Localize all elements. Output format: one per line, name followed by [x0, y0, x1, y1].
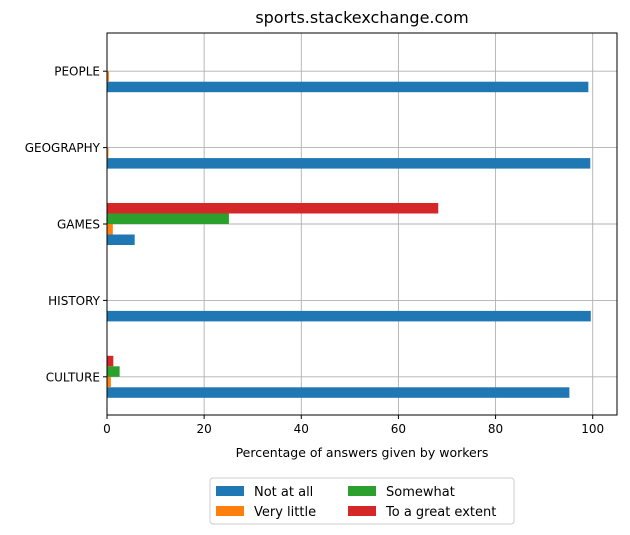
grid-lines	[106, 33, 617, 415]
y-ticks: CULTURE HISTORY GAMES GEOGRAPHY PEOPLE	[25, 65, 107, 384]
y-tick-label: PEOPLE	[54, 65, 100, 79]
y-tick-label: GEOGRAPHY	[25, 141, 101, 155]
y-tick-label: CULTURE	[46, 370, 100, 384]
legend-swatch	[216, 486, 244, 496]
bar-culture-2	[107, 376, 111, 388]
bar-games-4	[107, 203, 439, 214]
legend-label: Somewhat	[386, 485, 455, 500]
legend-label: Not at all	[254, 485, 313, 500]
bar-culture-4	[107, 355, 114, 367]
chart-title: sports.stackexchange.com	[255, 8, 468, 27]
bar-culture-3	[107, 366, 120, 377]
bar-people-2	[107, 71, 109, 82]
x-ticks: 0 20 40 60 80 100	[103, 415, 604, 436]
bar-games-1	[107, 234, 135, 245]
legend-label: Very little	[254, 505, 316, 520]
x-tick-label: 80	[488, 422, 503, 436]
bars	[107, 71, 591, 398]
legend-swatch	[348, 506, 376, 516]
bar-games-2	[107, 224, 113, 235]
x-axis-label: Percentage of answers given by workers	[236, 445, 489, 460]
bar-geography-2	[107, 147, 109, 159]
legend-swatch	[348, 486, 376, 496]
legend: Not at all Very little Somewhat To a great …	[209, 477, 515, 525]
x-tick-label: 100	[581, 422, 604, 436]
legend-label: To a great extent	[385, 505, 496, 520]
y-tick-label: GAMES	[57, 218, 100, 232]
legend-frame	[209, 477, 515, 525]
bar-people-1	[107, 81, 589, 93]
bar-games-3	[107, 213, 229, 224]
legend-swatch	[216, 506, 244, 516]
x-tick-label: 40	[294, 422, 309, 436]
bar-history-1	[107, 310, 591, 322]
bar-geography-1	[107, 158, 591, 169]
bar-culture-1	[107, 387, 570, 398]
y-tick-label: HISTORY	[48, 294, 101, 308]
x-tick-label: 60	[391, 422, 406, 436]
x-tick-label: 20	[197, 422, 212, 436]
x-tick-label: 0	[103, 422, 111, 436]
